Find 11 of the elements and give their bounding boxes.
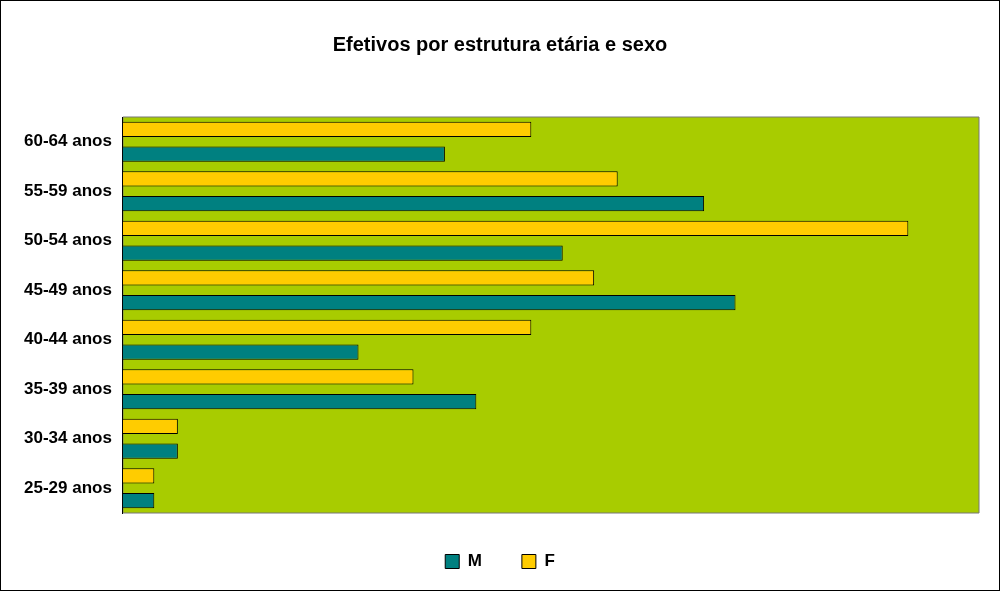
y-tick-label: 40-44 anos	[23, 329, 112, 349]
y-tick-label: 55-59 anos	[23, 180, 112, 200]
legend-label: F	[544, 551, 555, 571]
legend-label: M	[467, 551, 482, 571]
y-tick-label: 45-49 anos	[23, 279, 112, 299]
y-tick-label: 35-39 anos	[23, 378, 112, 398]
y-tick-label: 60-64 anos	[23, 131, 112, 151]
y-tick-label: 25-29 anos	[23, 477, 112, 497]
chart-title: Efetivos por estrutura etária e sexo	[332, 32, 668, 55]
y-tick-label: 50-54 anos	[23, 230, 112, 250]
y-tick-label: 30-34 anos	[23, 428, 112, 448]
